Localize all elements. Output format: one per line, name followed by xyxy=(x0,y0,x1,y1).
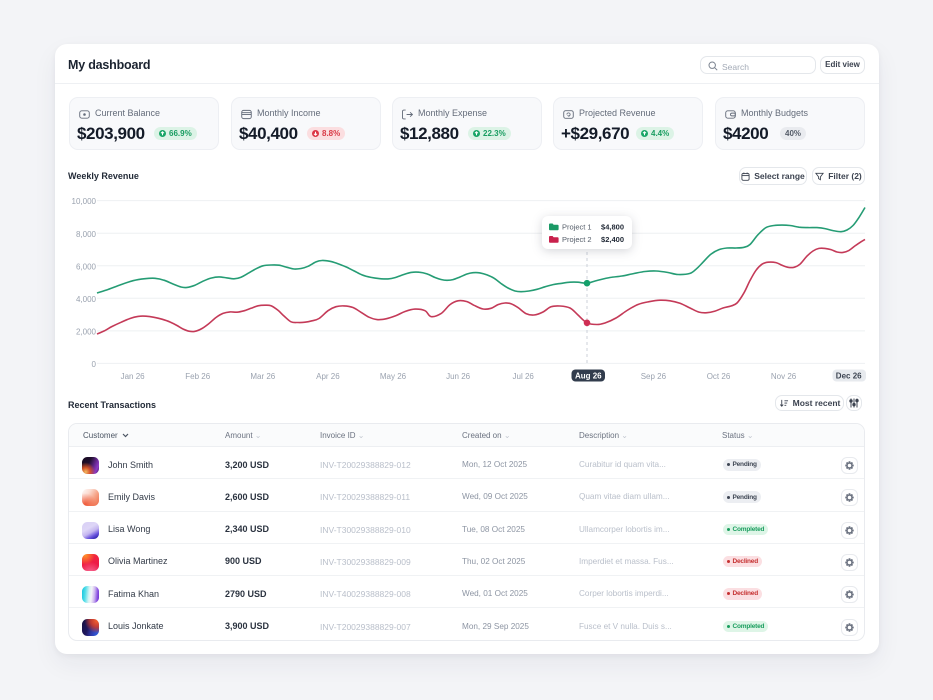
svg-text:Project 2: Project 2 xyxy=(562,235,592,244)
svg-text:0: 0 xyxy=(92,360,97,369)
svg-text:Jun 26: Jun 26 xyxy=(446,372,471,381)
svg-text:8,000: 8,000 xyxy=(76,230,97,239)
svg-text:Jan 26: Jan 26 xyxy=(121,372,146,381)
svg-text:4,000: 4,000 xyxy=(76,295,97,304)
svg-text:Feb 26: Feb 26 xyxy=(185,372,210,381)
svg-text:Apr 26: Apr 26 xyxy=(316,372,340,381)
svg-text:Sep 26: Sep 26 xyxy=(641,372,667,381)
svg-text:$2,400: $2,400 xyxy=(601,235,624,244)
svg-text:Mar 26: Mar 26 xyxy=(250,372,275,381)
svg-text:Oct 26: Oct 26 xyxy=(707,372,731,381)
svg-text:6,000: 6,000 xyxy=(76,262,97,271)
svg-text:Jul 26: Jul 26 xyxy=(513,372,535,381)
svg-text:$4,800: $4,800 xyxy=(601,223,624,232)
svg-text:Nov 26: Nov 26 xyxy=(771,372,797,381)
svg-text:Dec 26: Dec 26 xyxy=(836,372,862,381)
svg-text:10,000: 10,000 xyxy=(72,197,97,206)
svg-text:May 26: May 26 xyxy=(380,372,407,381)
svg-text:Aug 26: Aug 26 xyxy=(575,372,602,381)
svg-text:Project 1: Project 1 xyxy=(562,223,592,232)
svg-text:2,000: 2,000 xyxy=(76,328,97,337)
